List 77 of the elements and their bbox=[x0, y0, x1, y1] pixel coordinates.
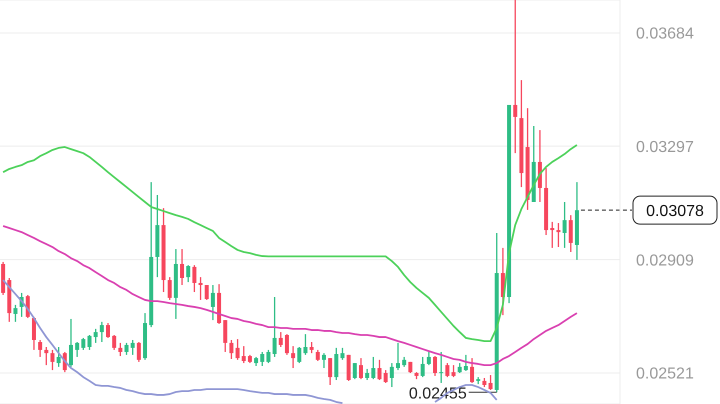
candlestick bbox=[433, 355, 438, 377]
candlestick bbox=[56, 346, 61, 368]
candlestick bbox=[75, 341, 80, 358]
candlestick bbox=[420, 356, 425, 378]
candlestick bbox=[204, 284, 209, 301]
candlestick bbox=[192, 264, 196, 293]
candlestick bbox=[278, 331, 283, 348]
candlestick bbox=[100, 321, 104, 343]
candlestick bbox=[118, 342, 122, 357]
candlestick bbox=[458, 362, 462, 374]
candlestick bbox=[482, 377, 486, 388]
candlestick bbox=[260, 351, 264, 367]
candlestick bbox=[445, 362, 450, 378]
candlestick bbox=[452, 364, 456, 378]
candlestick bbox=[562, 201, 567, 249]
candlestick bbox=[334, 347, 338, 381]
candlestick bbox=[310, 341, 314, 354]
candlestick bbox=[186, 264, 190, 283]
candlestick bbox=[352, 362, 357, 380]
candlestick bbox=[568, 214, 573, 253]
candlestick bbox=[236, 338, 240, 361]
candlestick bbox=[168, 276, 172, 301]
line-series bbox=[2, 225, 578, 366]
candlestick bbox=[130, 339, 135, 356]
candlestick bbox=[210, 284, 215, 321]
y-tick-label: 0.02521 bbox=[636, 366, 694, 383]
candlestick bbox=[136, 341, 141, 363]
candlestick bbox=[297, 346, 302, 364]
candlestick bbox=[50, 349, 54, 371]
candlestick bbox=[488, 374, 493, 391]
candlestick bbox=[390, 362, 394, 388]
candlestick bbox=[340, 347, 344, 361]
candlestick bbox=[322, 352, 326, 369]
candlestick bbox=[180, 248, 184, 286]
candlestick bbox=[550, 221, 554, 249]
candlestick bbox=[377, 359, 382, 381]
candlestick bbox=[464, 354, 468, 372]
candlestick bbox=[396, 342, 400, 371]
candlestick bbox=[470, 357, 474, 384]
y-tick-label: 0.03684 bbox=[636, 26, 694, 43]
ref-line-label: 0.03078 bbox=[646, 203, 704, 220]
candlestick bbox=[291, 345, 296, 369]
candlestick bbox=[439, 351, 444, 384]
candlestick bbox=[242, 345, 246, 364]
candlestick bbox=[284, 333, 289, 356]
candlestick bbox=[106, 322, 110, 339]
candlestick bbox=[32, 316, 36, 351]
candlestick bbox=[513, 0, 518, 154]
candlestick bbox=[384, 369, 388, 384]
candlestick bbox=[358, 357, 363, 380]
candlestick bbox=[38, 339, 42, 358]
candlestick bbox=[266, 349, 270, 364]
candlestick bbox=[124, 342, 129, 356]
candlestick bbox=[112, 334, 116, 351]
candlestick bbox=[402, 356, 406, 368]
y-tick-label: 0.02909 bbox=[636, 252, 694, 270]
candlestick bbox=[426, 351, 431, 366]
y-tick-label: 0.03297 bbox=[636, 138, 694, 156]
candlestick bbox=[223, 319, 228, 353]
candlestick bbox=[316, 349, 320, 362]
candlestick bbox=[81, 337, 86, 351]
candlestick bbox=[229, 339, 234, 360]
candlestick bbox=[94, 328, 98, 344]
annotation: 0.02455 bbox=[408, 385, 467, 402]
candlestick bbox=[365, 368, 370, 381]
candlestick bbox=[272, 296, 277, 358]
candlestick bbox=[198, 276, 203, 301]
candlestick bbox=[44, 346, 48, 366]
candlestick bbox=[254, 356, 258, 367]
candlestick bbox=[556, 222, 560, 248]
candlestick bbox=[87, 334, 92, 351]
candlestick bbox=[13, 304, 18, 323]
line-series bbox=[2, 144, 578, 342]
candlestick bbox=[371, 356, 376, 380]
candlestick bbox=[303, 333, 308, 356]
candlestick bbox=[68, 318, 73, 368]
candlestick bbox=[328, 357, 332, 386]
